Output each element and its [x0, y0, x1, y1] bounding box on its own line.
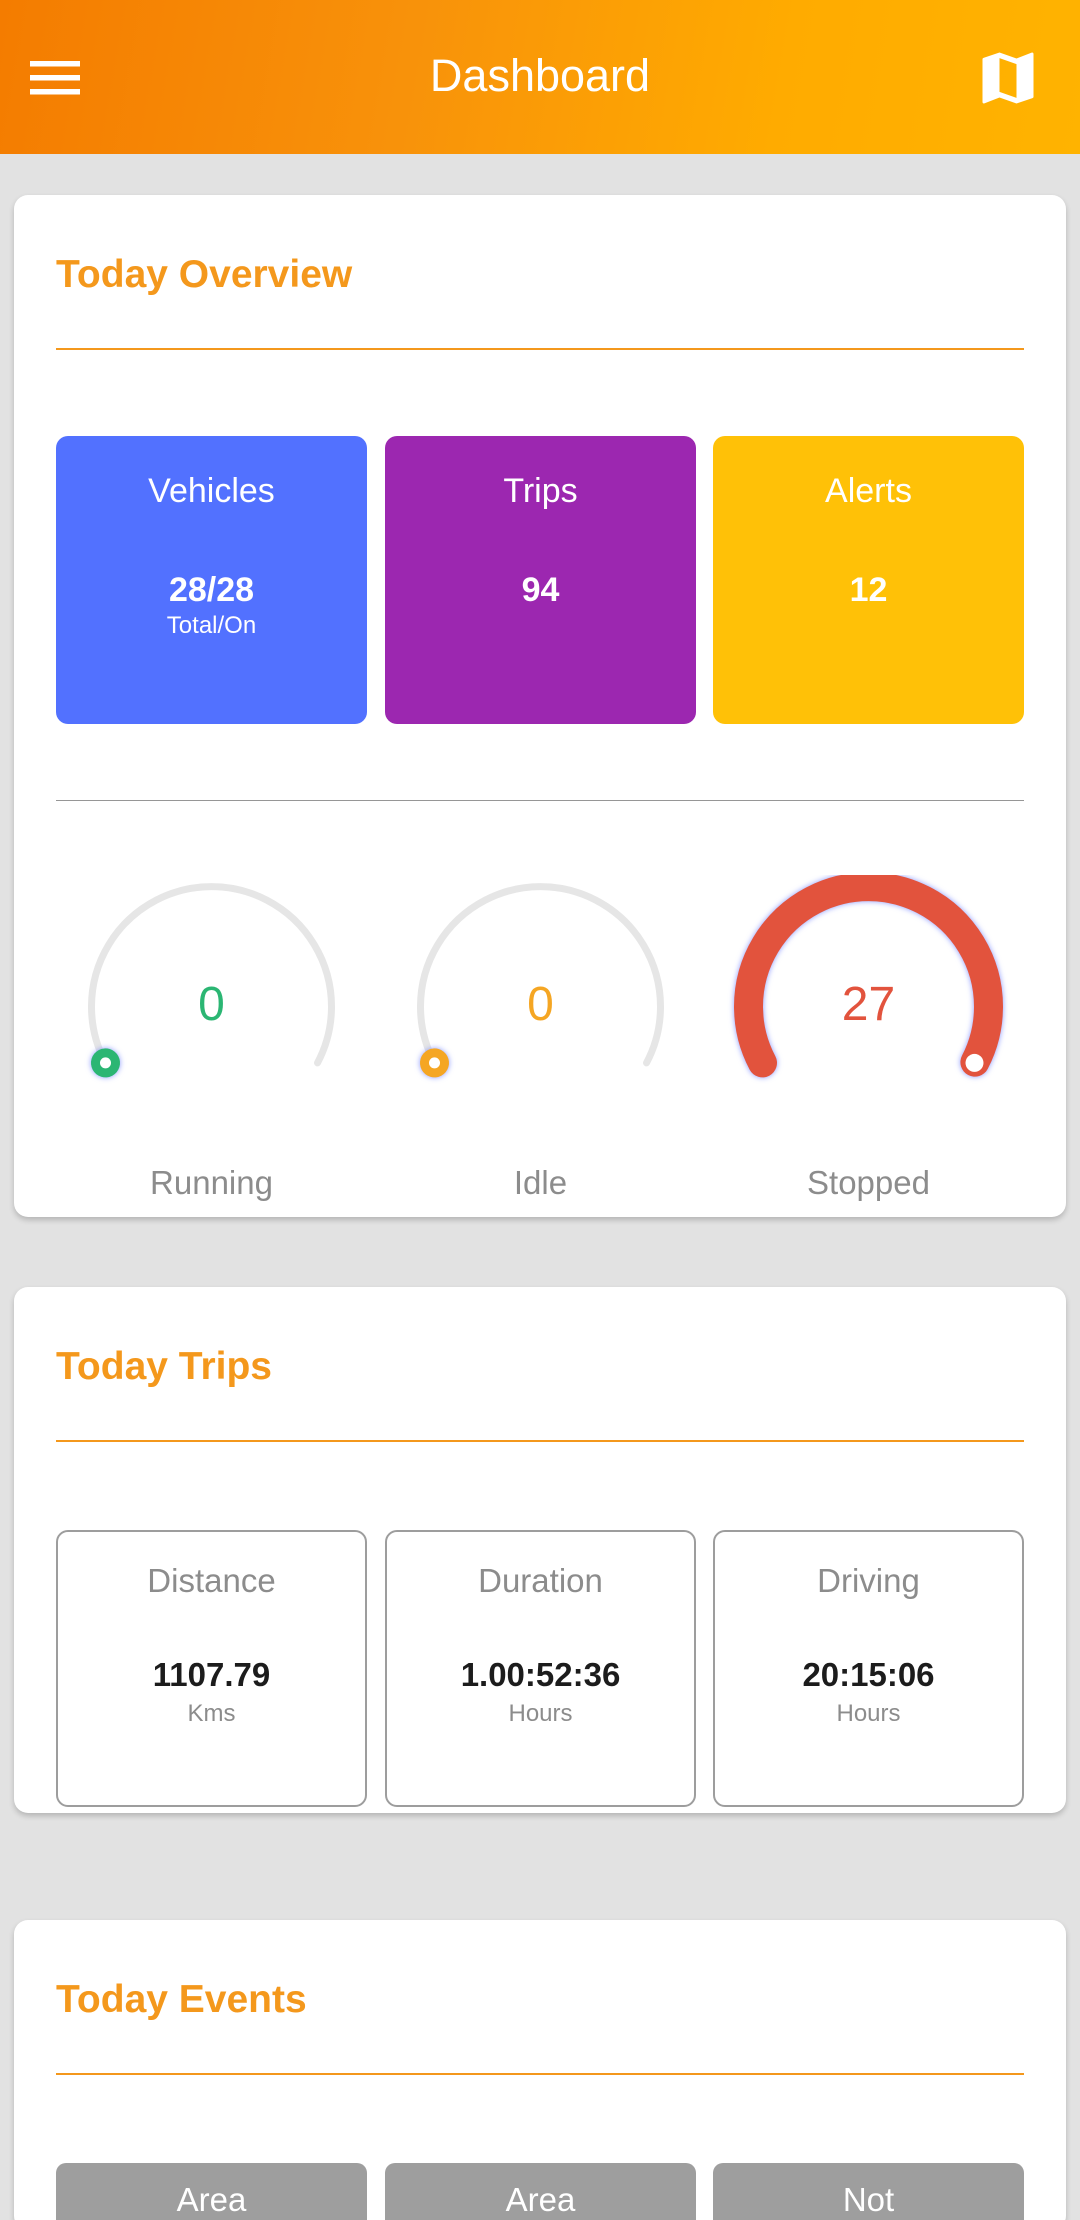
svg-text:27: 27	[842, 978, 895, 1031]
svg-text:0: 0	[527, 978, 554, 1031]
svg-text:0: 0	[198, 978, 225, 1031]
